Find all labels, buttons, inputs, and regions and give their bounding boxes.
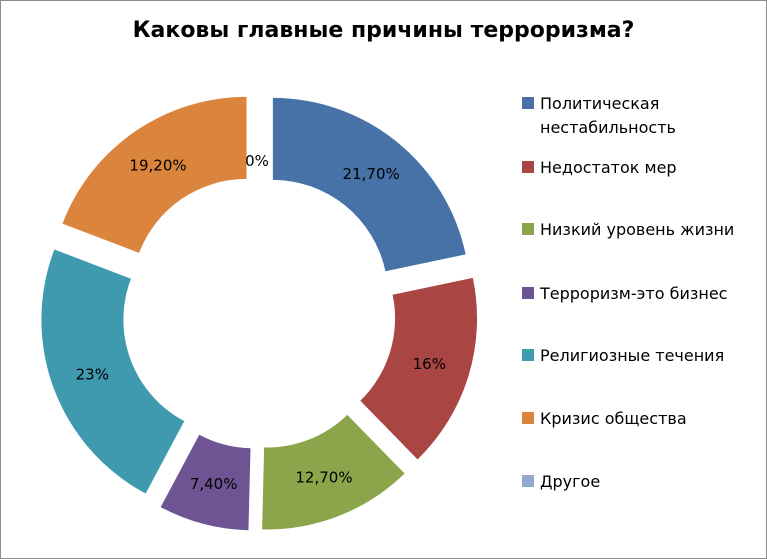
legend-swatch: [522, 161, 534, 173]
legend-item-6: Кризис общества: [522, 407, 755, 431]
legend-label: Недостаток мер: [540, 158, 677, 177]
legend-label: Религиозные течения: [540, 346, 725, 365]
legend-label: Кризис общества: [540, 409, 687, 428]
legend-item-5: Религиозные течения: [522, 344, 755, 368]
legend-item-1: Политическая нестабильность: [522, 92, 755, 140]
legend-swatch: [522, 97, 534, 109]
slice-6: [62, 96, 247, 253]
legend-swatch: [522, 412, 534, 424]
legend-swatch: [522, 287, 534, 299]
data-label-2: 16%: [413, 355, 446, 373]
legend-item-2: Недостаток мер: [522, 156, 755, 180]
data-label-4: 7,40%: [190, 475, 238, 493]
legend-item-4: Терроризм-это бизнес: [522, 282, 755, 306]
data-label-3: 12,70%: [295, 469, 352, 487]
chart-title: Каковы главные причины терроризма?: [132, 18, 635, 43]
legend-label: Низкий уровень жизни: [540, 220, 735, 239]
legend-label: Другое: [540, 472, 601, 491]
data-label-1: 21,70%: [343, 165, 400, 183]
data-label-6: 19,20%: [129, 156, 186, 174]
legend-item-7: Другое: [522, 470, 755, 494]
legend-swatch: [522, 223, 534, 235]
legend-swatch: [522, 349, 534, 361]
legend-label: Терроризм-это бизнес: [540, 284, 728, 303]
slice-3: [262, 414, 405, 530]
data-label-7: 0%: [245, 152, 269, 170]
slice-4: [160, 434, 251, 531]
data-label-5: 23%: [76, 365, 109, 383]
slice-1: [272, 97, 466, 272]
legend-swatch: [522, 475, 534, 487]
legend-item-3: Низкий уровень жизни: [522, 218, 755, 242]
slice-5: [41, 249, 185, 494]
legend-label: Политическая нестабильность: [540, 94, 676, 137]
slice-2: [360, 277, 478, 460]
